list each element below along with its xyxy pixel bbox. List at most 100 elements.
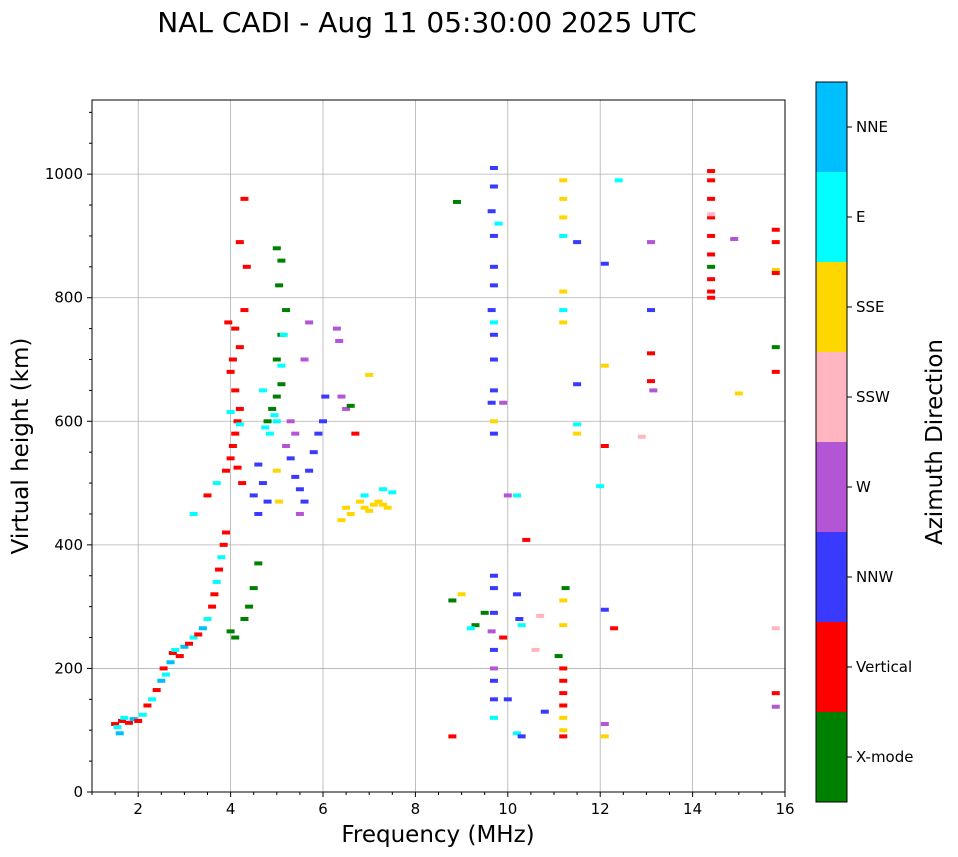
colorbar-category-label: NNW — [856, 568, 893, 586]
echo-point — [494, 221, 503, 226]
chart-title: NAL CADI - Aug 11 05:30:00 2025 UTC — [157, 6, 696, 39]
echo-point — [489, 431, 498, 436]
echo-point — [388, 490, 397, 495]
echo-point — [212, 579, 221, 584]
x-axis-label: Frequency (MHz) — [341, 822, 534, 848]
echo-point — [707, 215, 716, 220]
echo-point — [161, 672, 170, 677]
echo-point — [489, 357, 498, 362]
echo-point — [559, 308, 568, 313]
echo-point — [295, 487, 304, 492]
echo-point — [559, 233, 568, 238]
echo-point — [180, 644, 189, 649]
echo-point — [517, 623, 526, 628]
echo-point — [233, 419, 242, 424]
echo-point — [242, 264, 251, 269]
echo-point — [489, 678, 498, 683]
echo-point — [513, 731, 522, 736]
colorbar: X-mode Vertical NNW W SSW SSE E NNE — [815, 81, 913, 803]
echo-point — [228, 444, 237, 448]
echo-point — [175, 654, 184, 659]
echo-point — [489, 332, 498, 337]
x-tick-label: 10 — [498, 800, 517, 818]
colorbar-segment — [816, 442, 847, 532]
echo-point — [254, 511, 263, 516]
echo-point — [457, 592, 466, 597]
echo-point — [235, 345, 244, 350]
echo-point — [771, 240, 780, 245]
echo-point — [240, 308, 249, 313]
colorbar-category-label: SSW — [856, 388, 890, 406]
echo-point — [489, 264, 498, 269]
echo-point — [707, 289, 716, 294]
echo-point — [707, 277, 716, 282]
echo-point — [600, 722, 609, 727]
y-tick-label: 1000 — [45, 165, 83, 183]
echo-point — [265, 431, 274, 436]
echo-point — [277, 363, 286, 368]
echo-point — [228, 357, 237, 362]
echo-point — [448, 598, 457, 603]
echo-point — [111, 722, 120, 727]
echo-point — [559, 703, 568, 708]
echo-point — [734, 391, 743, 396]
echo-point — [189, 635, 198, 640]
echo-point — [277, 382, 286, 387]
echo-point — [226, 456, 235, 461]
echo-point — [517, 734, 526, 739]
colorbar-segment — [816, 532, 847, 622]
echo-point — [771, 227, 780, 232]
echo-point — [258, 481, 267, 486]
echo-point — [503, 493, 512, 498]
echo-point — [540, 709, 549, 714]
echo-point — [305, 320, 314, 325]
echo-point — [221, 530, 230, 535]
echo-point — [231, 388, 240, 393]
y-axis: 0 200 400 600 800 1000 — [45, 111, 92, 801]
echo-point — [707, 196, 716, 201]
echo-point — [240, 196, 249, 201]
echo-point — [559, 623, 568, 628]
echo-point — [194, 632, 203, 637]
echo-point — [249, 493, 258, 498]
echo-point — [522, 537, 531, 542]
grid-lines — [92, 100, 786, 793]
colorbar-category-label: Vertical — [856, 658, 912, 676]
echo-point — [771, 691, 780, 696]
echo-point — [365, 372, 374, 377]
echo-point — [513, 592, 522, 597]
echo-point — [282, 308, 291, 313]
echo-point — [360, 505, 369, 510]
echo-point — [610, 626, 619, 631]
echo-point — [120, 715, 129, 720]
echo-point — [337, 518, 346, 523]
echo-point — [268, 406, 277, 411]
echo-point — [707, 178, 716, 183]
echo-point — [231, 431, 240, 436]
echo-point — [261, 425, 270, 430]
echo-point — [600, 734, 609, 739]
echo-point — [208, 604, 217, 609]
echo-point — [134, 718, 143, 723]
echo-point — [360, 493, 369, 498]
echo-point — [489, 586, 498, 591]
echo-point — [487, 209, 496, 214]
echo-point — [355, 499, 364, 504]
echo-point — [554, 654, 563, 659]
echo-point — [707, 169, 716, 174]
echo-point — [254, 462, 263, 467]
echo-point — [596, 484, 605, 489]
echo-point — [233, 465, 242, 470]
echo-point — [291, 431, 300, 436]
echo-point — [480, 610, 489, 615]
echo-point — [185, 641, 194, 646]
echo-point — [489, 283, 498, 288]
echo-point — [272, 246, 281, 251]
echo-point — [489, 388, 498, 393]
echo-point — [166, 660, 175, 665]
echo-point — [286, 419, 295, 424]
echo-point — [771, 271, 780, 275]
x-tick-label: 2 — [133, 800, 143, 818]
x-tick-label: 16 — [775, 800, 794, 818]
echo-point — [148, 697, 157, 702]
